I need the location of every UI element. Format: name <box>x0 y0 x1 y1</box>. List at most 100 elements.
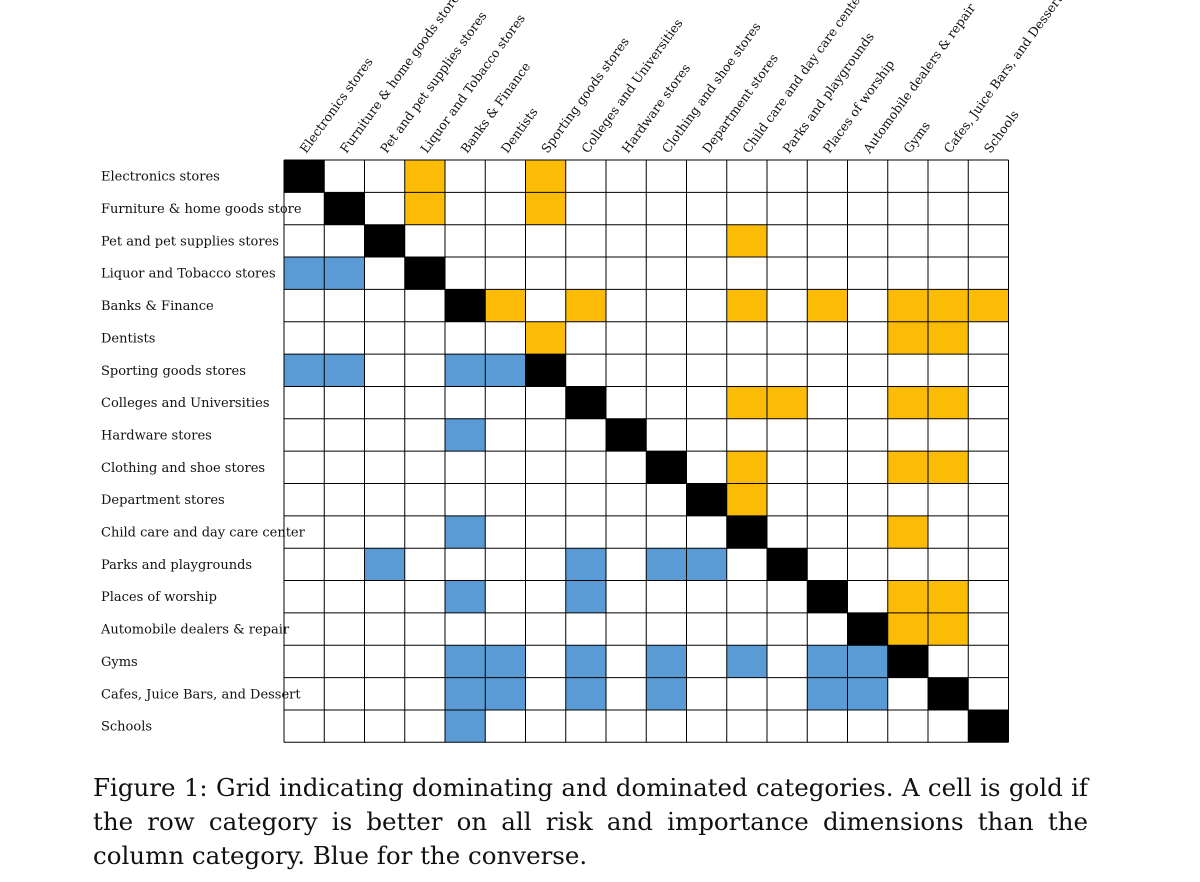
cell-blue-r4-c2 <box>324 257 365 290</box>
row-labels: Electronics stores Furniture & home goods… <box>100 170 306 735</box>
column-label-electronics-stores: Electronics stores <box>296 55 375 156</box>
cell-gold-r6-c17 <box>928 321 969 355</box>
cell-blue-r12-c5 <box>445 515 486 549</box>
cell-diagonal-r4-c4 <box>404 257 445 290</box>
cell-diagonal-r3-c3 <box>364 224 405 258</box>
cell-diagonal-r7-c7 <box>525 354 566 387</box>
dominance-grid-figure: Electronics stores Furniture & home goods… <box>100 0 1065 743</box>
cell-gold-r2-c4 <box>404 192 445 225</box>
column-label-department-stores: Department stores <box>699 51 781 156</box>
row-label-electronics-stores: Electronics stores <box>101 170 220 185</box>
cell-blue-r18-c5 <box>445 709 486 743</box>
cell-diagonal-r16-c16 <box>887 645 928 678</box>
row-label-child-care-and-day-care-center: Child care and day care center <box>101 526 306 541</box>
grid-lines <box>283 159 1009 743</box>
cell-blue-r16-c12 <box>726 645 767 678</box>
cell-diagonal-r11-c11 <box>686 483 727 516</box>
cell-gold-r15-c17 <box>928 612 969 646</box>
cell-blue-r7-c6 <box>485 354 526 387</box>
grid-cells <box>284 160 1009 743</box>
row-label-banks-finance: Banks & Finance <box>101 299 214 314</box>
cell-diagonal-r12-c12 <box>726 515 767 549</box>
row-label-places-of-worship: Places of worship <box>101 590 217 605</box>
cell-diagonal-r10-c10 <box>646 451 687 484</box>
cell-gold-r6-c16 <box>887 321 928 355</box>
cell-blue-r13-c11 <box>686 548 727 581</box>
cell-gold-r2-c7 <box>525 192 566 225</box>
cell-blue-r16-c14 <box>807 645 848 678</box>
row-label-schools: Schools <box>101 720 152 735</box>
cell-gold-r10-c17 <box>928 451 969 484</box>
cell-diagonal-r17-c17 <box>928 677 969 710</box>
row-label-furniture-home-goods-store: Furniture & home goods store <box>101 202 302 217</box>
cell-gold-r1-c7 <box>525 160 566 193</box>
row-label-automobile-dealers-repair: Automobile dealers & repair <box>100 623 290 638</box>
cell-blue-r16-c8 <box>565 645 606 678</box>
column-label-dentists: Dentists <box>498 105 541 156</box>
row-label-hardware-stores: Hardware stores <box>101 428 212 443</box>
cell-gold-r5-c12 <box>726 289 767 322</box>
cell-diagonal-r15-c15 <box>847 612 888 646</box>
cell-gold-r5-c6 <box>485 289 526 322</box>
cell-blue-r17-c8 <box>565 677 606 710</box>
cell-blue-r13-c10 <box>646 548 687 581</box>
cell-gold-r10-c12 <box>726 451 767 484</box>
cell-diagonal-r13-c13 <box>767 548 808 581</box>
cell-gold-r12-c16 <box>887 515 928 549</box>
cell-blue-r7-c5 <box>445 354 486 387</box>
cell-diagonal-r2-c2 <box>324 192 365 225</box>
column-label-gyms: Gyms <box>900 118 933 155</box>
column-label-banks-finance: Banks & Finance <box>457 59 533 155</box>
row-label-pet-and-pet-supplies-stores: Pet and pet supplies stores <box>101 234 279 249</box>
column-label-places-of-worship: Places of worship <box>820 57 898 156</box>
cell-gold-r8-c13 <box>767 386 808 419</box>
cell-gold-r3-c12 <box>726 224 767 258</box>
row-label-clothing-and-shoe-stores: Clothing and shoe stores <box>101 461 265 476</box>
cell-diagonal-r5-c5 <box>445 289 486 322</box>
cell-diagonal-r9-c9 <box>606 418 647 452</box>
cell-gold-r8-c17 <box>928 386 969 419</box>
cell-gold-r14-c16 <box>887 580 928 613</box>
row-label-dentists: Dentists <box>101 331 155 346</box>
cell-gold-r11-c12 <box>726 483 767 516</box>
cell-gold-r5-c16 <box>887 289 928 322</box>
row-label-parks-and-playgrounds: Parks and playgrounds <box>101 558 252 573</box>
cell-blue-r17-c10 <box>646 677 687 710</box>
cell-gold-r5-c17 <box>928 289 969 322</box>
cell-diagonal-r8-c8 <box>565 386 606 419</box>
cell-gold-r10-c16 <box>887 451 928 484</box>
cell-blue-r14-c8 <box>565 580 606 613</box>
column-label-schools: Schools <box>981 107 1022 156</box>
row-label-liquor-and-tobacco-stores: Liquor and Tobacco stores <box>101 267 276 282</box>
cell-blue-r16-c5 <box>445 645 486 678</box>
cell-gold-r8-c12 <box>726 386 767 419</box>
cell-gold-r8-c16 <box>887 386 928 419</box>
cell-blue-r17-c14 <box>807 677 848 710</box>
cell-blue-r16-c6 <box>485 645 526 678</box>
cell-blue-r7-c1 <box>284 354 325 387</box>
row-label-department-stores: Department stores <box>101 493 225 508</box>
cell-blue-r13-c8 <box>565 548 606 581</box>
cell-gold-r6-c7 <box>525 321 566 355</box>
cell-diagonal-r18-c18 <box>968 709 1009 743</box>
cell-gold-r15-c16 <box>887 612 928 646</box>
cell-gold-r5-c14 <box>807 289 848 322</box>
row-label-sporting-goods-stores: Sporting goods stores <box>101 364 246 379</box>
cell-blue-r7-c2 <box>324 354 365 387</box>
cell-blue-r17-c6 <box>485 677 526 710</box>
row-label-gyms: Gyms <box>101 655 138 670</box>
cell-gold-r5-c18 <box>968 289 1009 322</box>
cell-blue-r9-c5 <box>445 418 486 452</box>
cell-gold-r5-c8 <box>565 289 606 322</box>
cell-blue-r4-c1 <box>284 257 325 290</box>
cell-blue-r14-c5 <box>445 580 486 613</box>
cell-blue-r16-c10 <box>646 645 687 678</box>
figure-caption: Figure 1: Grid indicating dominating and… <box>93 773 1088 870</box>
cell-diagonal-r14-c14 <box>807 580 848 613</box>
cell-blue-r17-c5 <box>445 677 486 710</box>
row-label-cafes-juice-bars-and-dessert: Cafes, Juice Bars, and Dessert <box>101 687 301 702</box>
cell-blue-r13-c3 <box>364 548 405 581</box>
row-label-colleges-and-universities: Colleges and Universities <box>101 396 270 411</box>
cell-blue-r16-c15 <box>847 645 888 678</box>
